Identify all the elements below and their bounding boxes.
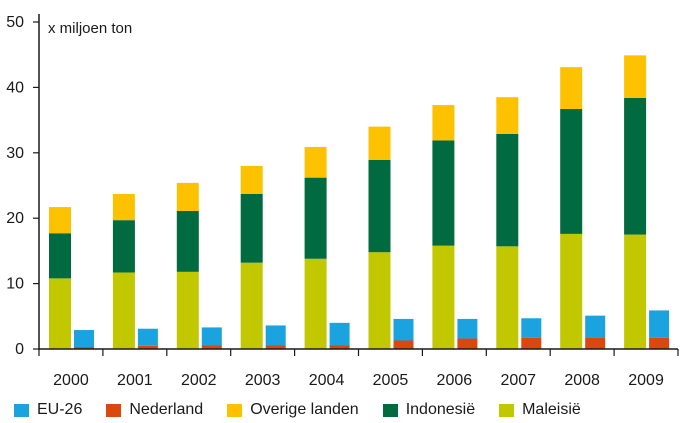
bar-segment <box>368 252 391 349</box>
x-tick-label: 2005 <box>373 372 409 389</box>
bar-segment <box>329 322 350 346</box>
bar-segment <box>560 233 583 349</box>
bar-segment <box>393 340 414 349</box>
y-tick-label: 40 <box>6 79 24 96</box>
bar-segment <box>265 325 286 346</box>
bar-segment <box>304 146 327 178</box>
bar-segment <box>112 220 135 273</box>
bar-segment <box>176 211 199 272</box>
bar-segment <box>304 258 327 349</box>
x-tick-label: 2001 <box>117 372 153 389</box>
bar-segment <box>137 328 158 346</box>
bar-segment <box>304 177 327 259</box>
y-tick-label: 10 <box>6 276 24 293</box>
bar-segment <box>624 97 647 235</box>
bar-segment <box>432 140 455 246</box>
bar-segment <box>49 233 71 279</box>
bar-segment <box>585 337 606 349</box>
x-tick-label: 2009 <box>628 372 664 389</box>
legend-label: EU-26 <box>37 401 83 418</box>
legend-item: Indonesië <box>382 401 476 419</box>
legend-item: EU-26 <box>14 401 82 419</box>
bar-segment <box>624 234 647 349</box>
legend-label: Overige landen <box>250 401 359 418</box>
legend-item: Nederland <box>106 401 203 419</box>
bar-segment <box>393 318 414 341</box>
bar-segment <box>240 165 263 195</box>
bar-segment <box>201 327 222 346</box>
legend-swatch <box>382 403 398 417</box>
legend-label: Indonesië <box>405 401 476 418</box>
legend-item: Overige landen <box>227 401 359 419</box>
y-tick-label: 30 <box>6 145 24 162</box>
y-tick-label: 0 <box>15 341 24 358</box>
bar-segment <box>201 345 222 349</box>
bar-segment <box>368 126 391 160</box>
bar-segment <box>496 246 519 349</box>
bar-segment <box>624 55 647 98</box>
bar-segment <box>457 318 478 339</box>
bar-segment <box>368 159 391 253</box>
x-tick-label: 2000 <box>53 372 89 389</box>
legend-swatch <box>227 403 243 417</box>
x-tick-label: 2006 <box>437 372 473 389</box>
legend-item: Maleisië <box>499 401 581 419</box>
bar-segment <box>112 272 135 349</box>
legend-swatch <box>14 403 29 417</box>
x-tick-label: 2004 <box>309 372 345 389</box>
bar-segment <box>649 310 670 338</box>
bar-segment <box>560 108 583 234</box>
bar-segment <box>49 207 71 234</box>
axes <box>33 14 679 356</box>
bar-segment <box>49 278 71 349</box>
bar-segment <box>585 315 606 338</box>
x-tick-label: 2002 <box>181 372 217 389</box>
bar-segment <box>329 345 350 349</box>
x-tick-label: 2003 <box>245 372 281 389</box>
x-tick-label: 2007 <box>500 372 536 389</box>
bar-segment <box>176 182 199 212</box>
x-tick-label: 2008 <box>564 372 600 389</box>
y-tick-label: 50 <box>6 14 24 31</box>
x-axis-ticks: 2000 2001 2002 2003 2004 2005 2006 2007 2008 2009 <box>53 372 664 389</box>
bar-segment <box>74 347 94 349</box>
legend-swatch <box>499 403 515 417</box>
legend-swatch <box>106 403 122 417</box>
bar-segment <box>240 194 263 263</box>
bar-segment <box>521 337 542 349</box>
legend-label: Nederland <box>129 401 204 418</box>
bar-segment <box>496 97 519 134</box>
bar-segment <box>265 345 286 349</box>
bar-segment <box>432 245 455 349</box>
bar-segment <box>496 133 519 247</box>
bar-segment <box>649 337 670 349</box>
y-axis-ticks: 0 10 20 30 40 50 <box>6 14 24 358</box>
bar-segment <box>112 194 135 221</box>
bar-segment <box>432 105 455 141</box>
bar-segment <box>240 262 263 349</box>
bar-segment <box>137 345 158 349</box>
y-tick-label: 20 <box>6 210 24 227</box>
legend-label: Maleisië <box>522 401 581 418</box>
legend: EU-26 Nederland Overige landen Indonesië Mal… <box>14 400 605 420</box>
bar-segment <box>74 330 94 348</box>
unit-label: x miljoen ton <box>48 20 132 37</box>
bars <box>49 55 670 349</box>
bar-segment <box>176 271 199 349</box>
bar-segment <box>560 67 583 109</box>
bar-segment <box>521 318 542 338</box>
bar-segment <box>457 338 478 349</box>
